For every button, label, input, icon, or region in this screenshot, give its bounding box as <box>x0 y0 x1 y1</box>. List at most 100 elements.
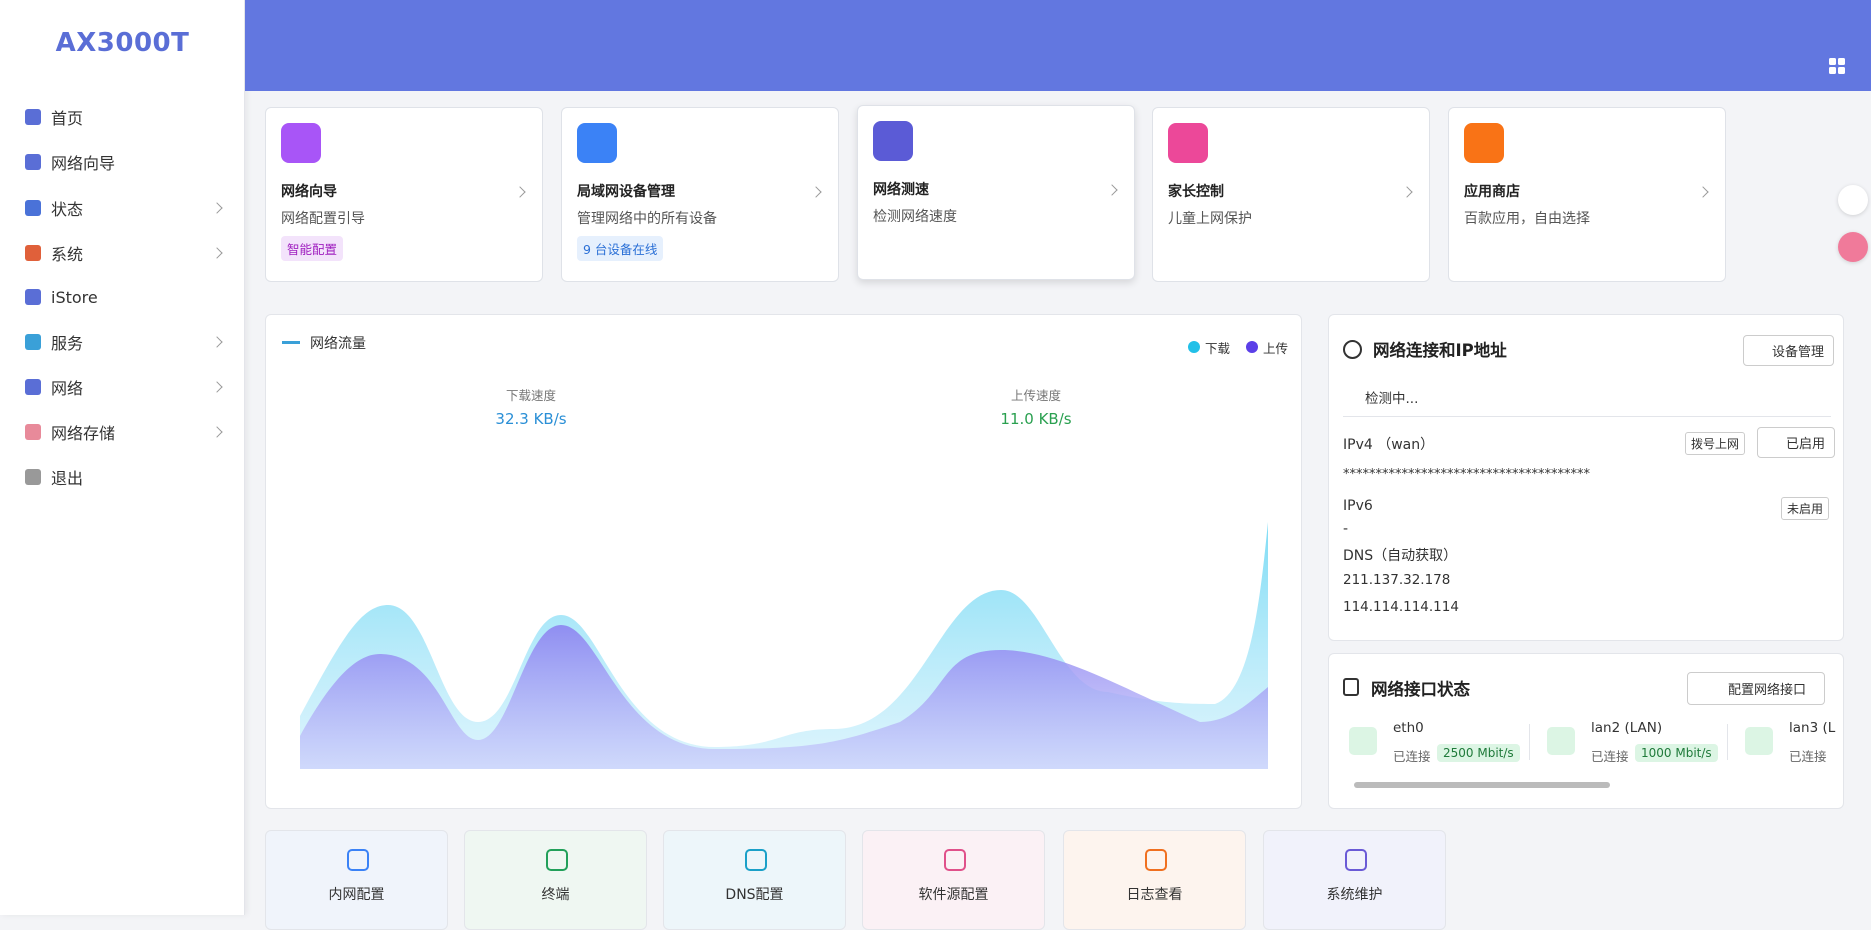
legend-label: 上传 <box>1263 341 1289 356</box>
divider <box>1529 724 1530 760</box>
menu-icon <box>25 289 41 305</box>
panel-title: 网络接口状态 <box>1371 680 1470 699</box>
menu-icon <box>25 334 41 350</box>
tag: 拨号上网 <box>1685 432 1746 455</box>
port-icon <box>1343 678 1359 696</box>
panel-title: 网络流量 <box>310 336 366 352</box>
feature-card[interactable]: 应用商店百款应用，自由选择 <box>1448 107 1726 282</box>
ipv6-label: IPv6 <box>1343 498 1373 514</box>
tool-tile[interactable]: 终端 <box>464 830 647 930</box>
menu-icon <box>25 424 41 440</box>
port-status: 已连接 <box>1789 749 1827 764</box>
menu-label: 网络向导 <box>51 154 116 173</box>
float-button[interactable] <box>1838 185 1868 215</box>
tool-tile[interactable]: 内网配置 <box>265 830 448 930</box>
menu-item[interactable]: 网络向导 <box>0 142 245 182</box>
menu-item[interactable]: 网络 <box>0 367 245 407</box>
dns-server: 211.137.32.178 <box>1343 572 1451 588</box>
card-icon <box>281 123 321 163</box>
chevron <box>1401 186 1413 198</box>
port-status: 已连接 <box>1591 749 1629 764</box>
tag[interactable]: 已启用 <box>1757 427 1836 458</box>
port-icon <box>1547 727 1575 755</box>
card-title: 应用商店 <box>1464 184 1520 200</box>
dns-server: 114.114.114.114 <box>1343 599 1459 615</box>
divider <box>1343 416 1831 417</box>
dns-label: DNS（自动获取） <box>1343 548 1458 564</box>
menu-label: 状态 <box>51 200 84 219</box>
menu-label: 退出 <box>51 469 84 488</box>
port-icon <box>1349 727 1377 755</box>
header-banner <box>245 0 1871 91</box>
card-icon <box>1168 123 1208 163</box>
chevron <box>211 381 223 393</box>
menu-label: 首页 <box>51 109 84 128</box>
menu-icon <box>25 109 41 125</box>
card-title: 局域网设备管理 <box>577 184 675 200</box>
tool-label: DNS配置 <box>725 887 784 903</box>
port-name: lan3 (L <box>1789 720 1836 736</box>
card-desc: 管理网络中的所有设备 <box>577 211 717 227</box>
chevron <box>810 186 822 198</box>
menu-item[interactable]: 退出 <box>0 457 245 497</box>
menu-item[interactable]: 系统 <box>0 233 245 273</box>
card-desc: 网络配置引导 <box>281 211 365 227</box>
traffic-waves <box>300 522 1268 769</box>
chevron <box>1697 186 1709 198</box>
tool-label: 软件源配置 <box>918 887 989 903</box>
translate-button[interactable] <box>1838 232 1868 262</box>
layout-icon[interactable] <box>1829 58 1846 75</box>
status: 检测中... <box>1365 391 1419 407</box>
tool-label: 内网配置 <box>328 887 385 903</box>
speed-value: 32.3 KB/s <box>495 410 567 428</box>
tool-label: 终端 <box>541 887 570 903</box>
tool-tile[interactable]: 日志查看 <box>1063 830 1246 930</box>
ipv4-value: ************************************** <box>1343 467 1590 482</box>
card-icon <box>1464 123 1504 163</box>
button[interactable]: 配置网络接口 <box>1687 672 1826 705</box>
card-badge: 智能配置 <box>281 236 344 261</box>
tool-tile[interactable]: DNS配置 <box>663 830 846 930</box>
feature-card[interactable]: 局域网设备管理管理网络中的所有设备 9 台设备在线 <box>561 107 839 282</box>
tool-icon <box>944 849 966 871</box>
card-title: 网络测速 <box>873 182 929 198</box>
card-badge: 9 台设备在线 <box>577 236 664 261</box>
menu-item[interactable]: 服务 <box>0 322 245 362</box>
tool-tile[interactable]: 软件源配置 <box>862 830 1045 930</box>
panel-title: 网络连接和IP地址 <box>1373 341 1507 360</box>
card-desc: 百款应用，自由选择 <box>1464 211 1590 227</box>
chevron <box>1106 184 1118 196</box>
speed-value: 11.0 KB/s <box>1000 410 1072 428</box>
card-icon <box>873 121 913 161</box>
button[interactable]: 设备管理 <box>1743 335 1835 366</box>
tool-icon <box>347 849 369 871</box>
tool-label: 系统维护 <box>1326 887 1383 903</box>
tag: 未启用 <box>1781 497 1830 520</box>
menu-item[interactable]: iStore <box>0 277 245 317</box>
logo: AX3000T <box>55 28 190 58</box>
legend-dot <box>1188 341 1200 353</box>
card-title: 家长控制 <box>1168 184 1224 200</box>
card-title: 网络向导 <box>281 184 337 200</box>
chevron <box>211 426 223 438</box>
feature-card[interactable]: 网络向导网络配置引导智能配置 <box>265 107 543 282</box>
connection-panel: 网络连接和IP地址 设备管理 检测中... IPv4 （wan） 拨号上网 已启用 ****… <box>1328 314 1844 641</box>
menu-item[interactable]: 首页 <box>0 97 245 137</box>
feature-card[interactable]: 网络测速 检测网络速度 <box>857 105 1135 280</box>
menu-label: 网络存储 <box>51 424 116 443</box>
traffic-panel: 网络流量 下载 上传 下载速度 32.3 KB/s 上传速度 11.0 KB/s <box>265 314 1302 809</box>
divider <box>1727 724 1728 760</box>
menu-label: 服务 <box>51 334 84 353</box>
upload-wave <box>300 625 1268 769</box>
legend-label: 下载 <box>1205 341 1231 356</box>
port-name: eth0 <box>1393 720 1424 736</box>
menu-item[interactable]: 状态 <box>0 188 245 228</box>
chevron <box>514 186 526 198</box>
menu-icon <box>25 469 41 485</box>
port-speed: 1000 Mbit/s <box>1635 744 1718 762</box>
feature-card[interactable]: 家长控制 儿童上网保护 <box>1152 107 1430 282</box>
tool-label: 日志查看 <box>1126 887 1183 903</box>
wave-icon <box>282 341 300 344</box>
menu-item[interactable]: 网络存储 <box>0 412 245 452</box>
tool-tile[interactable]: 系统维护 <box>1263 830 1446 930</box>
